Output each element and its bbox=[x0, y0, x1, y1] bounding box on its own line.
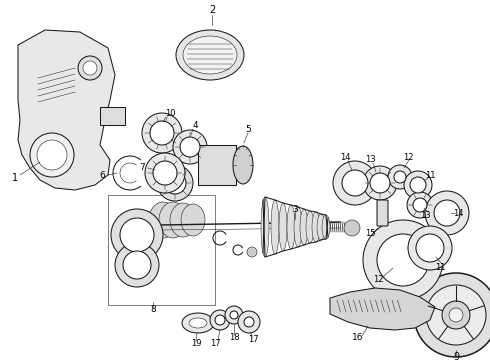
Circle shape bbox=[344, 220, 360, 236]
Text: 17: 17 bbox=[210, 338, 220, 347]
Circle shape bbox=[157, 165, 193, 201]
Ellipse shape bbox=[261, 197, 269, 257]
Circle shape bbox=[408, 226, 452, 270]
Circle shape bbox=[142, 113, 182, 153]
Text: 7: 7 bbox=[139, 163, 145, 172]
Circle shape bbox=[410, 177, 426, 193]
Circle shape bbox=[442, 301, 470, 329]
Text: 5: 5 bbox=[245, 126, 251, 135]
Text: 1: 1 bbox=[12, 173, 18, 183]
Ellipse shape bbox=[176, 30, 244, 80]
Circle shape bbox=[394, 171, 406, 183]
Circle shape bbox=[363, 166, 397, 200]
Circle shape bbox=[120, 218, 154, 252]
Circle shape bbox=[247, 247, 257, 257]
Circle shape bbox=[78, 56, 102, 80]
Circle shape bbox=[153, 161, 177, 185]
Circle shape bbox=[173, 130, 207, 164]
Ellipse shape bbox=[183, 36, 237, 74]
Circle shape bbox=[426, 285, 486, 345]
Text: 15: 15 bbox=[365, 229, 375, 238]
Ellipse shape bbox=[149, 202, 177, 238]
Circle shape bbox=[244, 317, 254, 327]
Circle shape bbox=[388, 165, 412, 189]
Ellipse shape bbox=[271, 200, 279, 254]
Circle shape bbox=[150, 121, 174, 145]
Circle shape bbox=[449, 308, 463, 322]
Circle shape bbox=[363, 220, 443, 300]
FancyBboxPatch shape bbox=[100, 107, 125, 125]
Circle shape bbox=[115, 243, 159, 287]
Circle shape bbox=[407, 192, 433, 218]
Ellipse shape bbox=[279, 203, 287, 251]
Text: 12: 12 bbox=[403, 153, 413, 162]
Circle shape bbox=[377, 234, 429, 286]
Circle shape bbox=[230, 311, 238, 319]
Ellipse shape bbox=[182, 313, 214, 333]
Text: 14: 14 bbox=[340, 153, 350, 162]
Text: 13: 13 bbox=[420, 211, 430, 220]
Circle shape bbox=[404, 171, 432, 199]
Text: 14: 14 bbox=[453, 208, 463, 217]
Text: 6: 6 bbox=[99, 171, 105, 180]
Circle shape bbox=[370, 173, 390, 193]
Ellipse shape bbox=[287, 205, 295, 249]
FancyBboxPatch shape bbox=[198, 145, 236, 185]
FancyBboxPatch shape bbox=[377, 200, 388, 226]
Circle shape bbox=[342, 170, 368, 196]
Circle shape bbox=[37, 140, 67, 170]
Circle shape bbox=[414, 273, 490, 357]
Text: 19: 19 bbox=[191, 338, 201, 347]
Ellipse shape bbox=[306, 211, 314, 243]
Circle shape bbox=[225, 306, 243, 324]
Text: 18: 18 bbox=[229, 333, 239, 342]
Circle shape bbox=[30, 133, 74, 177]
Circle shape bbox=[123, 251, 151, 279]
Ellipse shape bbox=[322, 215, 330, 239]
Text: 12: 12 bbox=[373, 275, 383, 284]
Circle shape bbox=[416, 234, 444, 262]
Circle shape bbox=[434, 200, 460, 226]
Text: 8: 8 bbox=[150, 306, 156, 315]
Circle shape bbox=[413, 198, 427, 212]
Circle shape bbox=[210, 310, 230, 330]
Circle shape bbox=[145, 153, 185, 193]
Text: 10: 10 bbox=[165, 108, 175, 117]
Text: 2: 2 bbox=[209, 5, 215, 15]
Circle shape bbox=[164, 172, 186, 194]
Ellipse shape bbox=[170, 203, 196, 237]
Text: 3: 3 bbox=[292, 206, 298, 215]
Text: 11: 11 bbox=[435, 262, 445, 271]
Text: 13: 13 bbox=[365, 156, 375, 165]
Ellipse shape bbox=[312, 212, 320, 242]
Text: 9: 9 bbox=[453, 352, 459, 360]
Circle shape bbox=[180, 137, 200, 157]
Circle shape bbox=[238, 311, 260, 333]
Ellipse shape bbox=[181, 204, 205, 236]
Text: 17: 17 bbox=[247, 336, 258, 345]
Polygon shape bbox=[18, 30, 115, 190]
Circle shape bbox=[333, 161, 377, 205]
Ellipse shape bbox=[189, 318, 207, 328]
Ellipse shape bbox=[317, 214, 325, 240]
Ellipse shape bbox=[233, 146, 253, 184]
Text: 4: 4 bbox=[192, 121, 198, 130]
Text: 11: 11 bbox=[425, 171, 435, 180]
Text: 16: 16 bbox=[352, 333, 364, 342]
Ellipse shape bbox=[300, 209, 308, 245]
Circle shape bbox=[111, 209, 163, 261]
Circle shape bbox=[425, 191, 469, 235]
Ellipse shape bbox=[159, 202, 187, 238]
Ellipse shape bbox=[294, 207, 302, 247]
Polygon shape bbox=[330, 288, 435, 330]
Circle shape bbox=[83, 61, 97, 75]
Circle shape bbox=[215, 315, 225, 325]
